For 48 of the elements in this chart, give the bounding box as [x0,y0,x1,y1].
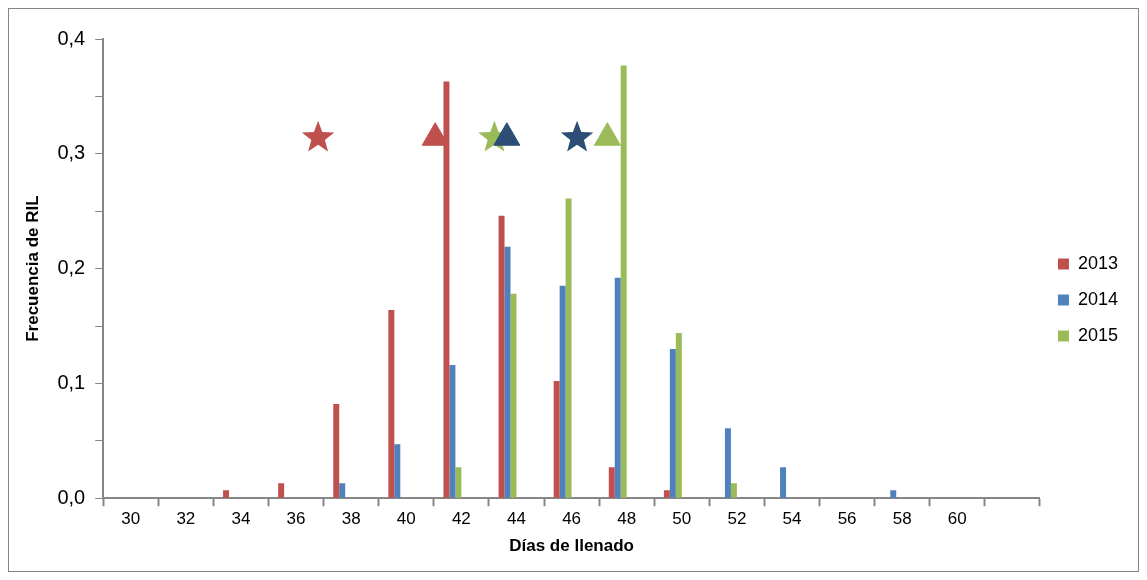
bar [455,467,462,498]
y-tick-label: 0,0 [57,485,86,508]
x-tick-label: 54 [782,509,802,529]
bar [333,404,340,498]
y-tick-label: 0,2 [57,256,86,279]
bar [498,215,505,498]
bar [675,332,682,498]
y-axis-title: Frecuencia de RIL [22,195,42,342]
bar [559,285,566,498]
x-tick-label: 30 [121,509,141,529]
bar [565,198,572,498]
x-tick-label: 52 [727,509,747,529]
bar [388,309,395,498]
bar [223,490,230,498]
bar [730,483,737,498]
x-tick-label: 46 [562,509,582,529]
bar [553,381,560,498]
y-tick-label: 0,1 [57,370,86,393]
legend-label: 2013 [1077,252,1118,273]
x-tick-label: 42 [451,509,471,529]
bar [394,444,401,498]
x-tick-label: 34 [231,509,251,529]
bar [278,483,285,498]
bar [780,467,787,498]
bar [724,428,731,498]
x-tick-label: 50 [672,509,692,529]
bar [890,490,897,498]
bar [339,483,346,498]
x-tick-label: 58 [892,509,912,529]
x-tick-label: 38 [341,509,361,529]
x-tick-label: 32 [176,509,196,529]
bar [669,348,676,498]
x-tick-label: 60 [947,509,967,529]
bar [608,467,615,498]
legend-label: 2014 [1077,288,1118,309]
y-tick-label: 0,4 [57,26,86,49]
x-tick-label: 36 [286,509,306,529]
x-axis-title: Días de llenado [509,536,634,556]
bar [504,246,511,498]
bar [663,490,670,498]
bar [449,365,456,498]
x-tick-label: 44 [507,509,526,529]
x-tick-label: 40 [396,509,416,529]
legend-label: 2015 [1077,324,1118,345]
x-tick-label: 48 [617,509,637,529]
x-tick-label: 56 [837,509,857,529]
bar [614,277,621,498]
y-tick-label: 0,3 [57,141,86,164]
